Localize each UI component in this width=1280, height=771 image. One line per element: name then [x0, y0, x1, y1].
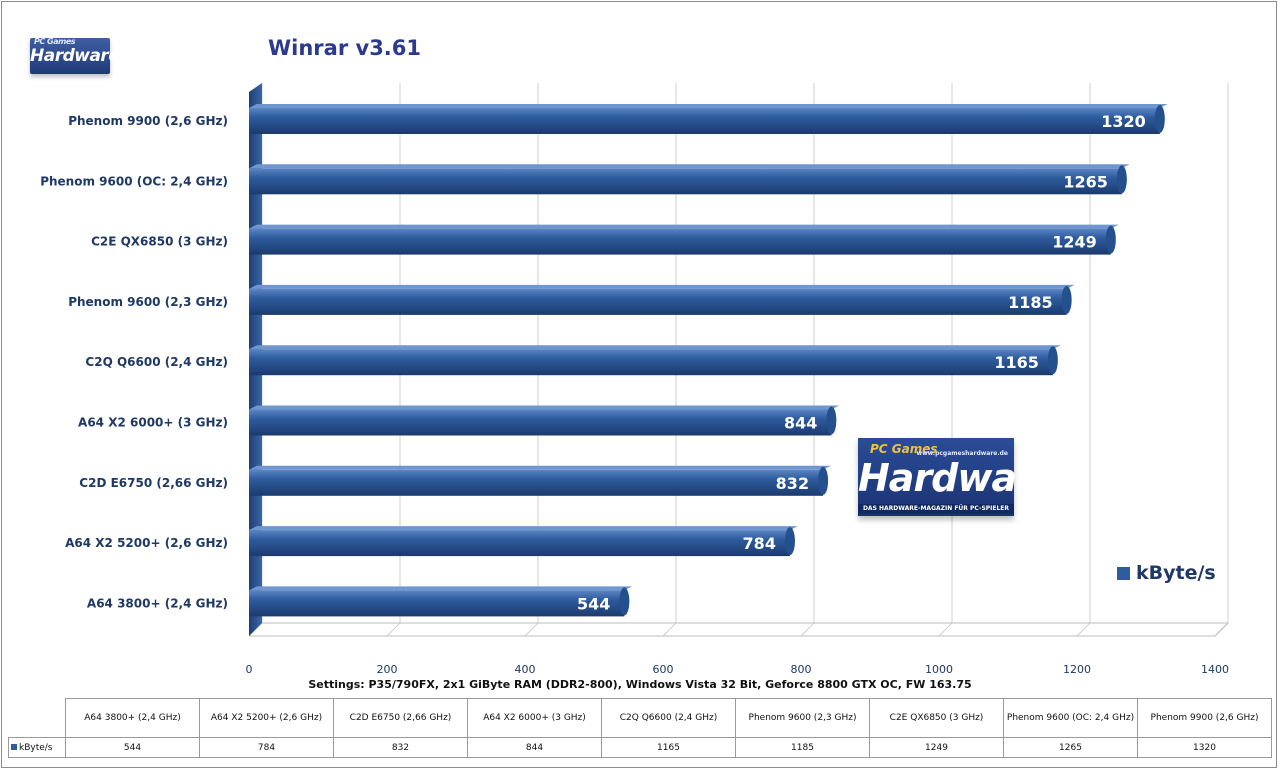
x-tick-label: 1000 [925, 663, 953, 676]
gridline-floor [1076, 622, 1091, 637]
logo-big-tagline: DAS HARDWARE-MAGAZIN FÜR PC-SPIELER [858, 504, 1014, 514]
legend-label: kByte/s [1136, 562, 1216, 584]
pcgh-logo-large: PC Games www.pcgameshardware.de Hardware… [858, 438, 1060, 516]
table-header-cell: C2Q Q6600 (2,4 GHz) [601, 698, 736, 738]
bar-cap [826, 406, 837, 435]
chart-title: Winrar v3.61 [268, 36, 422, 60]
x-tick-label: 600 [653, 663, 674, 676]
bar [249, 108, 1160, 134]
floor-right-edge [1214, 622, 1229, 637]
table-header-cell: A64 X2 5200+ (2,6 GHz) [199, 698, 334, 738]
table-header-cell: Phenom 9600 (OC: 2,4 GHz) [1003, 698, 1138, 738]
bar-top [249, 405, 840, 410]
table-header-row: A64 3800+ (2,4 GHz) A64 X2 5200+ (2,6 GHz… [8, 698, 1272, 738]
bar-top [249, 284, 1075, 289]
category-label: C2D E6750 (2,66 GHz) [79, 476, 228, 490]
gridline-floor [386, 622, 401, 637]
table-value-cell: 1265 [1003, 737, 1138, 758]
table-header-cell: A64 X2 6000+ (3 GHz) [467, 698, 602, 738]
bar-top [249, 224, 1119, 229]
pcgh-logo-small: PC Games Hardware [30, 37, 120, 74]
category-label: Phenom 9900 (2,6 GHz) [68, 114, 228, 128]
table-value-cell: 844 [467, 737, 602, 758]
category-label: C2E QX6850 (3 GHz) [91, 235, 228, 249]
table-header-cell: C2D E6750 (2,66 GHz) [333, 698, 468, 738]
bar [249, 228, 1111, 255]
bar [249, 288, 1067, 315]
logo-small-pc-text: PC Games [34, 37, 76, 46]
bar-cap [818, 466, 829, 495]
category-label: A64 X2 6000+ (3 GHz) [78, 416, 228, 430]
category-label: C2Q Q6600 (2,4 GHz) [85, 355, 228, 369]
bar-cap [1116, 165, 1127, 194]
bar [249, 530, 790, 557]
settings-note: Settings: P35/790FX, 2x1 GiByte RAM (DDR… [308, 678, 972, 691]
bar-value-label: 1165 [994, 353, 1039, 372]
gridline-floor [662, 622, 677, 637]
table-value-cell: 1320 [1137, 737, 1272, 758]
category-label: Phenom 9600 (OC: 2,4 GHz) [40, 174, 228, 188]
bar-cap [1105, 225, 1116, 254]
table-corner-cell [8, 698, 66, 738]
gridline-floor [938, 622, 953, 637]
bar-value-label: 1249 [1052, 233, 1097, 252]
bar-top [249, 465, 831, 470]
x-tick-label: 800 [791, 663, 812, 676]
bar-value-label: 1320 [1101, 112, 1146, 131]
bar-top [249, 164, 1130, 169]
category-label: A64 3800+ (2,4 GHz) [87, 596, 228, 610]
x-tick-label: 0 [246, 663, 253, 676]
gridline-floor [524, 622, 539, 637]
bar-top [249, 104, 1168, 108]
table-value-cell: 544 [65, 737, 200, 758]
bar-cap [619, 587, 630, 616]
category-label: A64 X2 5200+ (2,6 GHz) [65, 536, 228, 550]
table-value-cell: 1249 [869, 737, 1004, 758]
bar-cap [784, 527, 795, 556]
bar-top [249, 586, 633, 591]
bar-top [249, 526, 798, 531]
logo-big-word: Hardware [858, 456, 1060, 500]
bar [249, 349, 1053, 376]
x-tick-label: 1200 [1063, 663, 1091, 676]
data-table: A64 3800+ (2,4 GHz) A64 X2 5200+ (2,6 GHz… [8, 698, 1272, 758]
bar-value-label: 1265 [1063, 172, 1108, 191]
bar-cap [1154, 105, 1165, 133]
gridline-floor [800, 622, 815, 637]
table-value-cell: 832 [333, 737, 468, 758]
bar-value-label: 1185 [1008, 293, 1053, 312]
table-row-swatch [11, 743, 17, 750]
bar-cap [1061, 285, 1072, 314]
table-value-cell: 784 [199, 737, 334, 758]
table-header-cell: Phenom 9900 (2,6 GHz) [1137, 698, 1272, 738]
category-label: Phenom 9600 (2,3 GHz) [68, 295, 228, 309]
x-tick-label: 1400 [1201, 663, 1229, 676]
logo-big-url: www.pcgameshardware.de [916, 450, 1008, 457]
bar [249, 590, 625, 617]
logo-big-pc-text: PC Games [870, 442, 938, 456]
bar [249, 469, 824, 496]
legend-swatch [1117, 566, 1130, 580]
table-row-label-text: kByte/s [19, 742, 53, 753]
bar-value-label: 832 [776, 474, 809, 493]
table-value-cell: 1185 [735, 737, 870, 758]
bar-value-label: 544 [577, 594, 610, 613]
bar [249, 409, 832, 436]
table-header-cell: C2E QX6850 (3 GHz) [869, 698, 1004, 738]
x-tick-label: 200 [377, 663, 398, 676]
table-value-cell: 1165 [601, 737, 736, 758]
table-row-label: kByte/s [8, 737, 66, 758]
bar-value-label: 844 [784, 414, 817, 433]
logo-small-text: Hardware [30, 46, 120, 66]
bar [249, 168, 1122, 195]
bar-top [249, 345, 1061, 350]
table-header-cell: Phenom 9600 (2,3 GHz) [735, 698, 870, 738]
table-value-row: kByte/s 544 784 832 844 1165 1185 1249 1265 1320 [8, 737, 1272, 758]
table-header-cell: A64 3800+ (2,4 GHz) [65, 698, 200, 738]
bar-value-label: 784 [743, 534, 776, 553]
legend: kByte/s [1117, 562, 1216, 584]
x-tick-label: 400 [515, 663, 536, 676]
bar-cap [1047, 346, 1058, 375]
